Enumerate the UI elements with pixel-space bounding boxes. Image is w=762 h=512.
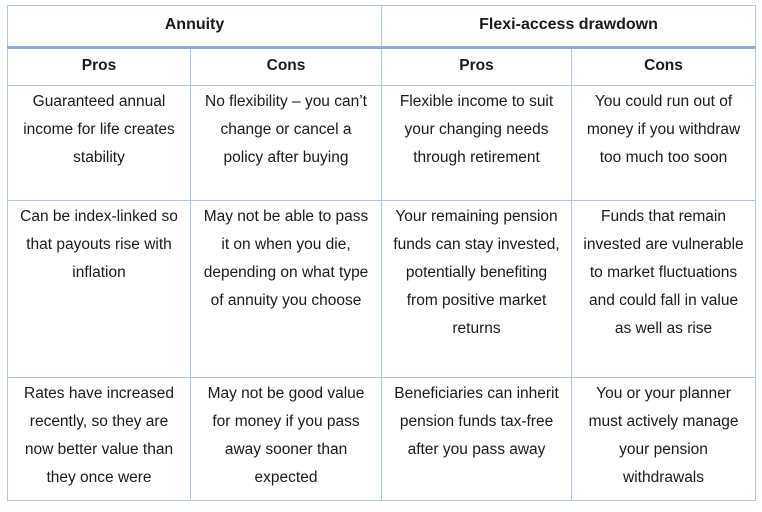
table-cell: No flexibility – you can’t change or can…	[189, 85, 383, 201]
group-header-flexi-access-drawdown: Flexi-access drawdown	[381, 5, 757, 49]
comparison-table: Annuity Flexi-access drawdown Pros Cons …	[6, 5, 757, 501]
table-row: Guaranteed annual income for life create…	[7, 85, 757, 201]
table-cell: Can be index-linked so that payouts rise…	[7, 200, 191, 378]
table-cell: May not be good value for money if you p…	[189, 377, 383, 501]
table-cell: Flexible income to suit your changing ne…	[381, 85, 573, 201]
table-cell: Guaranteed annual income for life create…	[7, 85, 191, 201]
column-header-row: Pros Cons Pros Cons	[7, 47, 757, 86]
table-cell: May not be able to pass it on when you d…	[189, 200, 383, 378]
table-row: Can be index-linked so that payouts rise…	[7, 200, 757, 378]
table-cell: Funds that remain invested are vulnerabl…	[571, 200, 757, 378]
column-header-annuity-pros: Pros	[7, 47, 191, 86]
table-cell: Rates have increased recently, so they a…	[7, 377, 191, 501]
group-header-annuity: Annuity	[6, 5, 383, 49]
table-row: Rates have increased recently, so they a…	[7, 377, 757, 501]
column-header-drawdown-pros: Pros	[381, 47, 573, 86]
group-header-row: Annuity Flexi-access drawdown	[6, 5, 757, 49]
table-cell: Your remaining pension funds can stay in…	[381, 200, 573, 378]
column-header-drawdown-cons: Cons	[571, 47, 757, 86]
table-cell: Beneficiaries can inherit pension funds …	[381, 377, 573, 501]
table-cell: You or your planner must actively manage…	[571, 377, 757, 501]
column-header-annuity-cons: Cons	[189, 47, 383, 86]
table-cell: You could run out of money if you withdr…	[571, 85, 757, 201]
